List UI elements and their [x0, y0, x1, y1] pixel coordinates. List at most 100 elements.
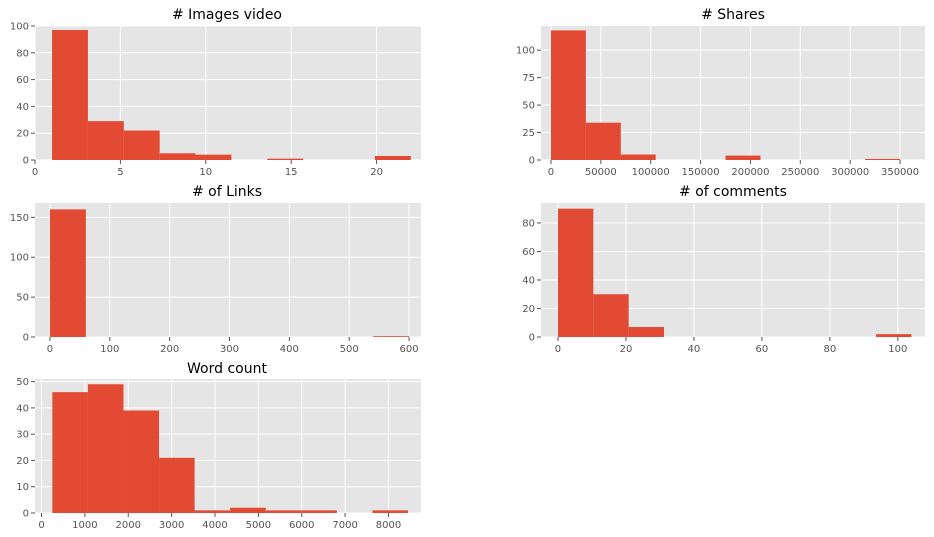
x-tick-label: 600	[399, 344, 418, 355]
x-tick-label: 5000	[246, 520, 271, 531]
x-tick-label: 8000	[376, 520, 401, 531]
x-tick-label: 400	[280, 344, 299, 355]
histogram-bar	[557, 208, 594, 337]
panel-title-comments: # of comments	[679, 184, 787, 200]
y-tick-label: 100	[10, 22, 29, 33]
histogram-bar	[49, 209, 86, 337]
x-tick-label: 100000	[632, 167, 670, 178]
x-tick-label: 0	[47, 344, 53, 355]
histogram-bar	[585, 122, 621, 160]
y-tick-label: 20	[16, 129, 29, 140]
panel-title-links: # of Links	[192, 184, 262, 200]
x-tick-label: 15	[285, 167, 298, 178]
x-tick-label: 1000	[72, 520, 97, 531]
y-tick-label: 75	[522, 73, 535, 84]
y-tick-label: 60	[16, 75, 29, 86]
histogram-bar	[87, 121, 124, 160]
y-tick-label: 100	[516, 46, 535, 57]
histogram-bar	[373, 336, 410, 337]
y-tick-label: 100	[10, 253, 29, 264]
x-tick-label: 7000	[332, 520, 357, 531]
histogram-bar	[876, 334, 912, 337]
y-tick-label: 0	[23, 333, 29, 344]
y-tick-label: 40	[16, 102, 29, 113]
y-tick-label: 30	[16, 430, 29, 441]
x-tick-label: 200000	[731, 167, 769, 178]
panel-word-count: 0 1000 2000 3000 4000 5000 6000 7000 8000 0 10 20 30…	[16, 361, 421, 531]
histogram-bar	[159, 457, 195, 513]
x-tick-label: 4000	[202, 520, 227, 531]
histogram-bar	[230, 507, 266, 513]
histogram-bar	[265, 510, 302, 513]
x-tick-label: 300	[220, 344, 239, 355]
histogram-bar	[628, 327, 665, 337]
histogram-bar	[550, 30, 586, 160]
panel-images-video: 0 5 10 15 20 0 20 40 60 80 100 # Images video	[10, 7, 421, 178]
x-tick-label: 350000	[881, 167, 919, 178]
x-tick-label: 80	[823, 344, 836, 355]
y-tick-label: 20	[522, 304, 535, 315]
x-tick-label: 3000	[159, 520, 184, 531]
panel-title-word-count: Word count	[187, 361, 267, 377]
y-tick-label: 60	[522, 247, 535, 258]
x-tick-label: 0	[548, 167, 554, 178]
x-tick-label: 6000	[289, 520, 314, 531]
x-tick-label: 300000	[831, 167, 869, 178]
panel-links: 0 100 200 300 400 500 600 0 50 100 150 # of Links	[10, 184, 421, 355]
histogram-bar	[374, 155, 411, 160]
histogram-bar	[52, 392, 88, 513]
histogram-bar	[87, 384, 124, 513]
panel-comments: 0 20 40 60 80 100 0 20 40 60 80 # of comments	[522, 184, 925, 355]
x-tick-label: 10	[199, 167, 212, 178]
histogram-bar	[194, 510, 231, 513]
x-tick-label: 50000	[585, 167, 617, 178]
histogram-bar	[593, 294, 629, 337]
y-tick-label: 150	[10, 213, 29, 224]
histogram-bar	[725, 155, 761, 160]
plot-area-links	[35, 203, 421, 337]
histogram-bar	[865, 158, 901, 160]
y-tick-label: 50	[16, 377, 29, 388]
x-tick-label: 500	[340, 344, 359, 355]
x-tick-label: 100	[100, 344, 119, 355]
y-tick-label: 0	[23, 509, 29, 520]
x-tick-label: 0	[555, 344, 561, 355]
x-tick-label: 5	[117, 167, 123, 178]
y-tick-label: 0	[529, 333, 535, 344]
histogram-bar	[52, 30, 88, 160]
y-tick-label: 80	[522, 218, 535, 229]
y-tick-label: 0	[529, 156, 535, 167]
y-tick-label: 0	[23, 156, 29, 167]
x-tick-label: 200	[160, 344, 179, 355]
histogram-bar	[620, 154, 656, 160]
y-tick-label: 20	[16, 456, 29, 467]
x-tick-label: 40	[688, 344, 701, 355]
x-tick-label: 60	[756, 344, 769, 355]
y-tick-label: 50	[522, 101, 535, 112]
histogram-bar	[195, 154, 232, 160]
y-tick-label: 80	[16, 48, 29, 59]
histogram-bar	[159, 153, 196, 160]
x-tick-label: 2000	[116, 520, 141, 531]
panel-title-shares: # Shares	[701, 7, 765, 23]
y-tick-label: 40	[16, 403, 29, 414]
x-tick-label: 150000	[681, 167, 719, 178]
x-tick-label: 0	[32, 167, 38, 178]
x-tick-label: 20	[620, 344, 633, 355]
panel-shares: 0 50000 100000 150000 200000 250000 300000 3500…	[516, 7, 925, 178]
x-tick-label: 100	[888, 344, 907, 355]
y-tick-label: 25	[522, 128, 535, 139]
histogram-bar	[123, 130, 160, 160]
y-tick-label: 40	[522, 275, 535, 286]
x-tick-label: 20	[370, 167, 383, 178]
x-tick-label: 250000	[781, 167, 819, 178]
panel-title-images-video: # Images video	[172, 7, 282, 23]
y-tick-label: 50	[16, 293, 29, 304]
histogram-bar	[123, 410, 160, 513]
y-tick-label: 10	[16, 482, 29, 493]
histogram-bar	[372, 510, 408, 513]
x-tick-label: 0	[38, 520, 44, 531]
histogram-bar	[267, 158, 304, 160]
histogram-bar	[301, 510, 337, 513]
